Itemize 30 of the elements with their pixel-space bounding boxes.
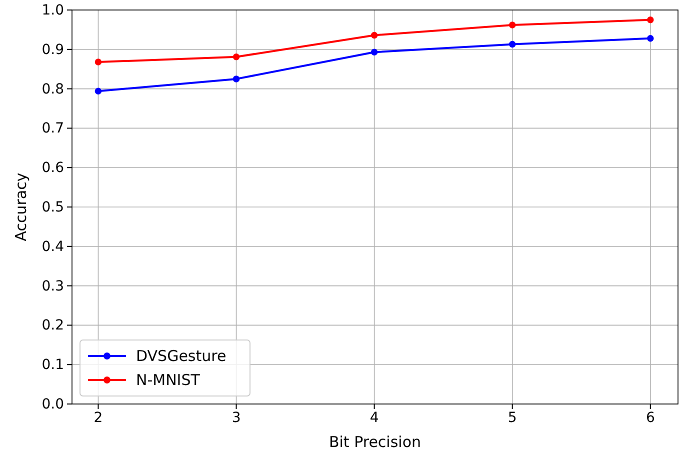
point <box>232 54 240 60</box>
y-tick-label: 0.8 <box>42 81 64 98</box>
x-tick-label: 3 <box>232 410 241 426</box>
x-tick-label: 6 <box>646 410 655 426</box>
y-tick-label: 0.1 <box>42 357 64 374</box>
legend-label: N-MNIST <box>136 371 201 389</box>
point <box>232 76 240 82</box>
legend-label: DVSGesture <box>136 347 226 365</box>
point <box>647 16 654 24</box>
point <box>94 88 102 95</box>
y-tick-label: 1.0 <box>42 2 64 18</box>
point <box>94 58 102 66</box>
point <box>508 40 516 48</box>
x-axis-title: Bit Precision <box>328 433 422 451</box>
y-tick-label: 0.3 <box>42 278 64 294</box>
point <box>370 48 378 56</box>
y-tick-label: 0.7 <box>42 120 64 137</box>
y-tick-label: 0.2 <box>42 318 64 334</box>
point <box>370 32 378 39</box>
y-tick-label: 0.9 <box>42 42 64 58</box>
x-tick-label: 2 <box>94 410 103 426</box>
x-tick-label: 4 <box>370 410 379 426</box>
y-axis-title: Accuracy <box>12 172 30 242</box>
y-tick-label: 0.5 <box>42 199 64 216</box>
point <box>647 34 654 42</box>
x-tick-label: 5 <box>508 410 517 426</box>
y-tick-label: 0.4 <box>42 238 64 255</box>
y-tick-label: 0.6 <box>42 160 64 176</box>
y-tick-label: 0.0 <box>42 396 64 412</box>
point <box>508 22 516 28</box>
